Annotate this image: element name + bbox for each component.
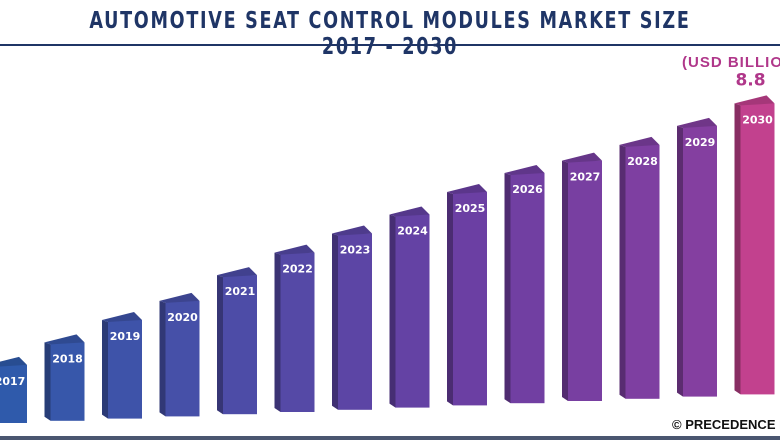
bar-side xyxy=(159,300,166,417)
bar-2023 xyxy=(338,233,372,410)
bar-side xyxy=(619,144,626,399)
bar-side xyxy=(447,192,453,406)
bar-top xyxy=(447,184,487,195)
bar-2019 xyxy=(108,319,142,419)
bar-2022 xyxy=(280,252,315,412)
bar-side xyxy=(677,125,683,397)
bar-side xyxy=(562,160,568,401)
bar-2029 xyxy=(683,125,717,397)
bar-top xyxy=(159,292,200,303)
year-label: 2022 xyxy=(282,263,313,276)
bar-top xyxy=(0,356,27,367)
unit-label: (USD BILLION) xyxy=(682,54,780,71)
year-label: 2018 xyxy=(52,352,83,365)
year-label: 2027 xyxy=(570,171,601,184)
bar-side xyxy=(217,275,223,415)
bar-top xyxy=(102,311,142,322)
bar-top xyxy=(734,95,775,106)
bar-2026 xyxy=(510,172,545,404)
year-label: 2021 xyxy=(225,285,256,298)
year-label: 2023 xyxy=(340,244,371,257)
bar-side xyxy=(734,103,741,395)
bar-2017 xyxy=(0,364,27,423)
bar-2025 xyxy=(453,192,487,406)
bar-2020 xyxy=(165,300,200,417)
source-credit: © PRECEDENCE RESEARCH xyxy=(672,417,780,432)
bar-2021 xyxy=(223,275,257,415)
data-label: 8.8 xyxy=(735,70,765,90)
bar-top xyxy=(619,136,660,147)
bottom-bar xyxy=(0,436,780,440)
bar-top xyxy=(44,334,85,345)
bar-2018 xyxy=(50,342,85,421)
bar-top xyxy=(562,152,602,163)
year-label: 2026 xyxy=(512,183,543,196)
bar-top xyxy=(217,267,257,278)
year-label: 2028 xyxy=(627,155,658,168)
year-label: 2025 xyxy=(455,202,486,215)
bar-top xyxy=(332,225,372,236)
bar-side xyxy=(44,342,51,421)
bar-side xyxy=(332,233,338,410)
year-label: 2024 xyxy=(397,224,428,237)
year-label: 2017 xyxy=(0,375,25,388)
year-label: 2029 xyxy=(685,136,716,149)
bar-2030 xyxy=(740,103,775,395)
bar-top xyxy=(504,164,545,175)
bar-2024 xyxy=(395,214,430,408)
bar-side xyxy=(274,252,281,412)
bar-side xyxy=(389,214,396,408)
title-divider xyxy=(0,44,780,46)
bar-side xyxy=(504,172,511,404)
chart-title: AUTOMOTIVE SEAT CONTROL MODULES MARKET S… xyxy=(89,8,691,60)
bar-side xyxy=(102,319,108,419)
bar-top xyxy=(274,244,315,255)
bar-2027 xyxy=(568,160,602,401)
bar-top xyxy=(677,117,717,128)
bar-top xyxy=(389,206,430,217)
year-label: 2019 xyxy=(110,330,141,343)
bar-2028 xyxy=(625,144,660,399)
year-label: 2020 xyxy=(167,311,198,324)
year-label: 2030 xyxy=(742,113,773,126)
